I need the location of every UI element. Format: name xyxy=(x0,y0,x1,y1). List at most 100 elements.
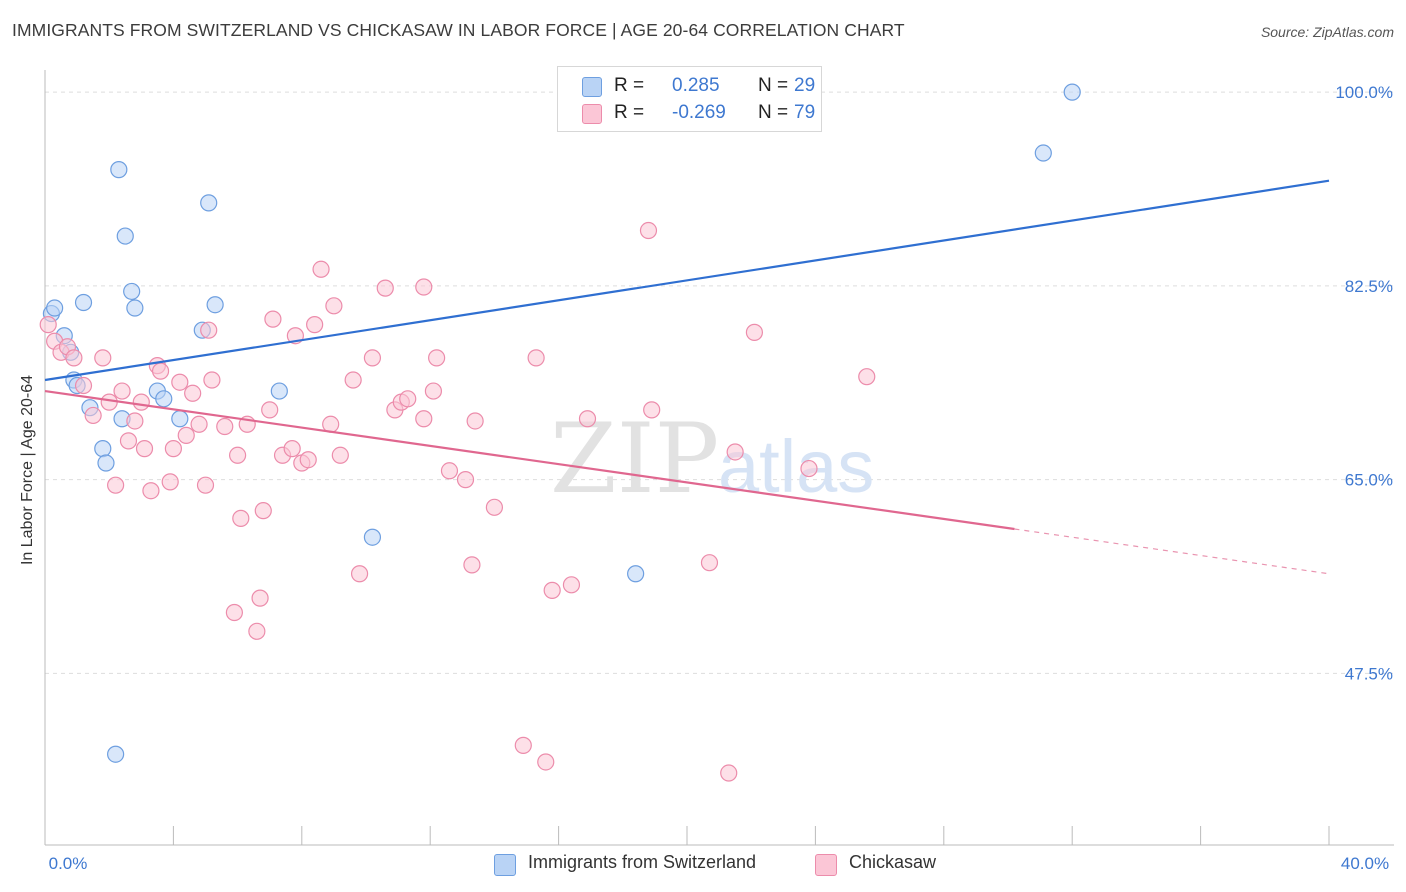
point-switzerland xyxy=(363,528,382,546)
x-tick-label: 0.0% xyxy=(49,854,88,873)
point-chickasaw xyxy=(537,753,555,771)
point-chickasaw xyxy=(229,446,247,464)
point-chickasaw xyxy=(248,622,266,640)
point-switzerland xyxy=(123,282,141,301)
point-chickasaw xyxy=(527,349,545,367)
legend-swatch-blue xyxy=(494,854,516,876)
point-switzerland xyxy=(627,565,645,583)
point-chickasaw xyxy=(325,297,343,315)
point-chickasaw xyxy=(424,382,443,400)
point-chickasaw xyxy=(65,349,83,367)
y-tick-label: 100.0% xyxy=(1335,83,1393,102)
x-tick-label: 40.0% xyxy=(1341,854,1389,873)
point-switzerland xyxy=(126,299,144,317)
point-chickasaw xyxy=(254,502,272,520)
point-chickasaw xyxy=(135,440,154,458)
point-chickasaw xyxy=(196,476,215,494)
legend-r-label: R = xyxy=(614,75,645,96)
legend-swatch-pink xyxy=(815,854,837,876)
legend-r-value: 0.285 xyxy=(672,75,720,96)
point-chickasaw xyxy=(261,401,279,419)
chart-title: IMMIGRANTS FROM SWITZERLAND VS CHICKASAW… xyxy=(12,20,905,40)
point-chickasaw xyxy=(514,736,532,754)
grid-lines xyxy=(45,91,1394,674)
point-chickasaw xyxy=(543,581,561,599)
point-chickasaw xyxy=(151,362,170,380)
point-chickasaw xyxy=(142,482,160,500)
point-chickasaw xyxy=(466,412,484,430)
point-chickasaw xyxy=(306,316,324,334)
point-chickasaw xyxy=(184,384,202,402)
point-chickasaw xyxy=(643,401,661,419)
trend-line-extension xyxy=(1014,528,1330,575)
point-switzerland xyxy=(46,299,64,317)
point-chickasaw xyxy=(299,451,317,469)
point-chickasaw xyxy=(177,426,195,444)
series-legend: Immigrants from Switzerland Chickasaw xyxy=(0,852,1406,876)
point-chickasaw xyxy=(578,410,597,428)
legend-r-value: -0.269 xyxy=(672,102,726,123)
point-switzerland xyxy=(94,440,112,458)
point-switzerland xyxy=(116,227,134,245)
point-chickasaw xyxy=(251,589,269,607)
y-tick-label: 65.0% xyxy=(1345,471,1393,490)
point-switzerland xyxy=(1063,83,1081,101)
point-chickasaw xyxy=(415,410,433,428)
point-chickasaw xyxy=(119,432,138,450)
point-switzerland xyxy=(155,390,173,408)
point-chickasaw xyxy=(726,443,744,461)
point-chickasaw xyxy=(232,509,250,527)
point-chickasaw xyxy=(562,576,581,594)
point-chickasaw xyxy=(399,390,417,408)
point-chickasaw xyxy=(415,278,433,296)
point-chickasaw xyxy=(74,376,93,395)
point-chickasaw xyxy=(190,415,208,433)
point-chickasaw xyxy=(350,565,369,583)
point-chickasaw xyxy=(745,323,764,341)
point-chickasaw xyxy=(858,368,876,386)
point-chickasaw xyxy=(376,279,394,297)
y-tick-label: 47.5% xyxy=(1345,664,1393,683)
point-chickasaw xyxy=(440,462,459,480)
legend-n-label: N = xyxy=(758,102,789,123)
point-chickasaw xyxy=(113,382,131,400)
point-chickasaw xyxy=(216,417,234,436)
point-chickasaw xyxy=(800,459,818,478)
point-switzerland xyxy=(97,454,115,472)
legend-n-label: N = xyxy=(758,75,789,96)
point-chickasaw xyxy=(39,316,57,334)
point-switzerland xyxy=(74,293,93,312)
point-switzerland xyxy=(206,296,224,314)
point-chickasaw xyxy=(94,349,112,367)
watermark-zip: ZIP xyxy=(550,403,719,515)
legend-n-value: 29 xyxy=(794,75,816,96)
point-switzerland xyxy=(107,745,125,763)
point-chickasaw xyxy=(107,476,125,494)
point-chickasaw xyxy=(264,310,282,328)
point-chickasaw xyxy=(485,498,503,516)
legend-swatch-blue xyxy=(582,77,602,97)
point-chickasaw xyxy=(171,373,189,391)
legend-n-value: 79 xyxy=(794,102,816,123)
watermark-atlas: atlas xyxy=(718,425,874,508)
y-tick-label: 82.5% xyxy=(1345,277,1393,296)
point-chickasaw xyxy=(84,406,102,425)
point-chickasaw xyxy=(639,221,658,240)
point-switzerland xyxy=(270,382,288,400)
point-chickasaw xyxy=(720,764,738,782)
point-switzerland xyxy=(1034,144,1052,162)
point-chickasaw xyxy=(344,371,362,389)
point-chickasaw xyxy=(164,440,182,458)
axes xyxy=(44,70,1394,846)
point-chickasaw xyxy=(203,371,221,389)
tick-labels: 100.0% 82.5% 65.0% 47.5% 0.0% 40.0% xyxy=(49,83,1393,873)
stats-legend: R = 0.285 N = 29 R = -0.269 N = 79 xyxy=(557,66,822,132)
point-chickasaw xyxy=(312,260,330,278)
point-chickasaw xyxy=(428,349,446,367)
trend-line-chickasaw xyxy=(44,389,1015,531)
point-switzerland xyxy=(200,194,218,212)
legend-swatch-pink xyxy=(582,104,602,124)
point-chickasaw xyxy=(463,556,481,574)
point-chickasaw xyxy=(161,473,179,491)
trend-line-switzerland xyxy=(44,179,1330,382)
